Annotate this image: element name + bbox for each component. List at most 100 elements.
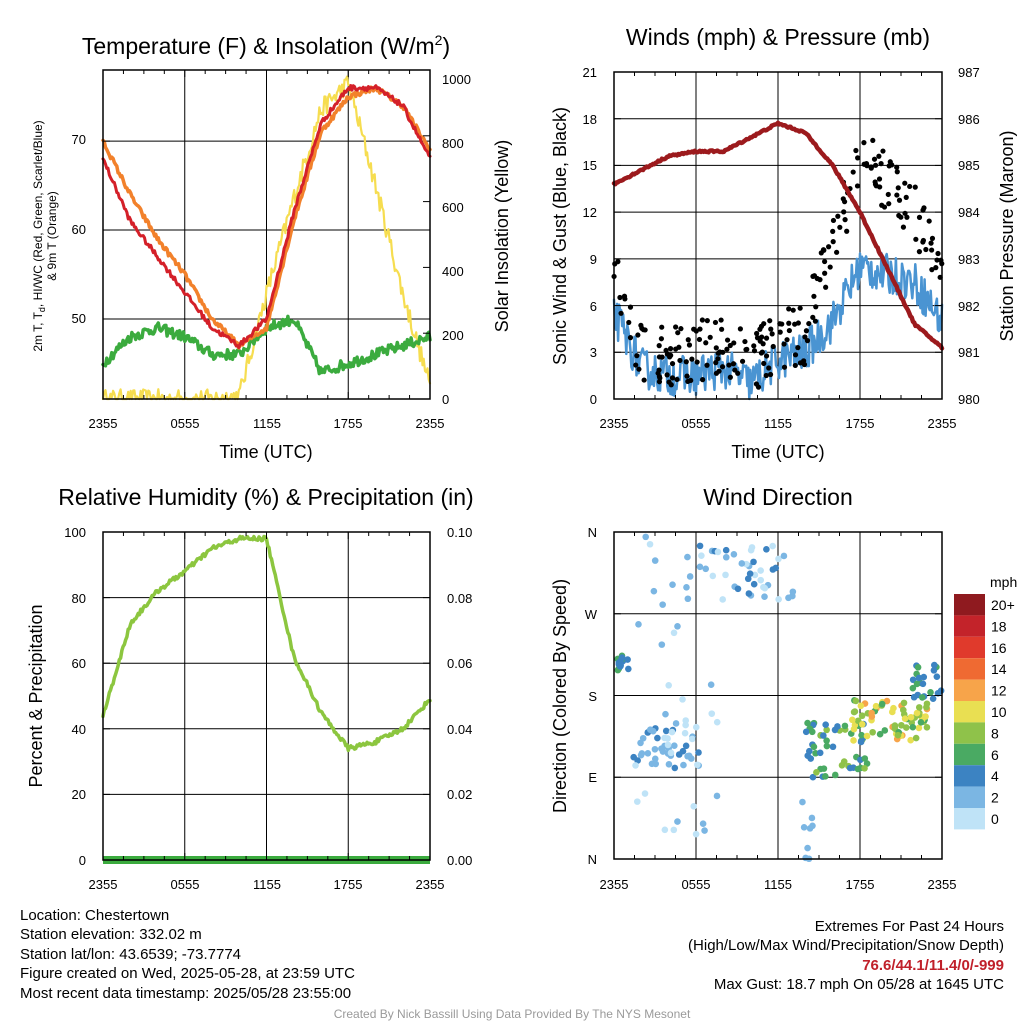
direction-point	[682, 717, 690, 724]
direction-point	[933, 673, 941, 680]
direction-point	[927, 689, 934, 696]
direction-point	[851, 708, 859, 715]
direction-point	[615, 661, 623, 668]
gust-point	[929, 267, 935, 273]
direction-point	[624, 656, 631, 663]
gust-point	[830, 217, 837, 224]
direction-point	[650, 587, 658, 595]
insolation-axis-label: Solar Insolation (Yellow)	[492, 140, 512, 332]
insolation-y-tick-label: 400	[442, 264, 464, 279]
x-tick-label: 0555	[682, 877, 711, 892]
gust-point	[896, 197, 903, 203]
gust-point	[737, 326, 743, 332]
direction-point	[652, 760, 660, 768]
gust-point	[676, 344, 682, 350]
gust-point	[633, 362, 639, 368]
direction-point	[761, 593, 768, 601]
temperature-y-tick-labels: 50 60 70	[72, 132, 86, 326]
direction-point	[642, 533, 650, 541]
gust-point	[683, 359, 689, 365]
humidity-y-tick-label: 80	[72, 591, 86, 606]
temperature-ticks	[102, 69, 431, 400]
direction-point	[869, 728, 876, 736]
station-elevation: Station elevation: 332.02 m	[20, 926, 202, 944]
colorbar-swatch	[954, 636, 985, 659]
direction-point	[775, 595, 782, 603]
direction-y-axis-label: Direction (Colored By Speed)	[550, 579, 570, 813]
gust-point	[758, 350, 765, 356]
humidity-title: Relative Humidity (%) & Precipitation (i…	[58, 484, 473, 510]
direction-point	[931, 661, 938, 669]
temp-2m-line	[101, 84, 432, 349]
gust-point	[916, 214, 923, 220]
direction-point	[646, 540, 654, 548]
x-tick-label: 1155	[764, 416, 792, 431]
pressure-y-tick-label: 985	[958, 158, 980, 173]
direction-point	[757, 576, 765, 584]
direction-point	[757, 567, 764, 574]
gust-point	[694, 359, 700, 365]
gust-point	[790, 307, 796, 313]
gust-point	[760, 341, 766, 347]
winds-y-axis-label: Sonic Wind & Gust (Blue, Black)	[550, 107, 570, 365]
gust-point	[697, 326, 703, 332]
gust-point	[797, 305, 803, 311]
gust-point	[713, 370, 720, 376]
direction-point	[841, 722, 849, 730]
gust-point	[803, 328, 810, 334]
gust-point	[887, 159, 893, 165]
gust-point	[823, 284, 829, 290]
direction-point	[714, 548, 722, 556]
direction-point	[744, 575, 752, 583]
direction-point	[898, 721, 905, 729]
direction-point	[654, 734, 661, 742]
gust-point	[902, 210, 908, 216]
gust-point	[751, 343, 757, 349]
gust-point	[763, 335, 770, 341]
gust-point	[902, 180, 908, 186]
direction-point	[690, 802, 698, 810]
direction-point	[822, 721, 829, 729]
temperature-panel: Temperature (F) & Insolation (W/m2) 50 6…	[31, 32, 512, 462]
direction-point	[680, 761, 687, 769]
gust-point	[712, 319, 719, 326]
direction-point	[917, 718, 925, 726]
direction-point	[674, 623, 681, 630]
direction-point	[883, 697, 891, 705]
gust-point	[677, 357, 683, 364]
colorbar-swatch	[954, 701, 985, 723]
x-tick-label: 1755	[334, 877, 363, 892]
x-tick-label: 2355	[416, 877, 445, 892]
direction-point	[722, 546, 730, 554]
gust-point	[804, 338, 811, 344]
gust-point	[894, 169, 900, 175]
gust-point	[903, 194, 909, 201]
direction-point	[659, 748, 667, 755]
direction-point	[665, 682, 672, 689]
direction-point	[881, 727, 889, 734]
most-recent-timestamp: Most recent data timestamp: 2025/05/28 2…	[20, 984, 352, 1002]
colorbar-label: 4	[991, 768, 999, 784]
gust-point	[696, 336, 703, 343]
direction-point	[670, 629, 678, 637]
gust-point	[797, 360, 804, 366]
direction-point	[930, 667, 938, 674]
gust-point	[656, 343, 662, 349]
x-tick-label: 1155	[253, 416, 281, 431]
gust-point	[929, 235, 936, 241]
gust-point	[659, 324, 665, 330]
winds-ticks	[613, 72, 943, 399]
colorbar-swatch	[954, 615, 985, 637]
direction-point	[808, 814, 816, 822]
gust-point	[886, 163, 892, 169]
humidity-y-tick-label: 0	[79, 853, 86, 868]
direction-point	[775, 555, 782, 563]
direction-point	[734, 585, 742, 593]
insolation-y-tick-label: 600	[442, 200, 464, 215]
direction-point	[821, 773, 829, 780]
gust-point	[767, 318, 773, 324]
temperature-y-tick-label: 70	[72, 132, 86, 147]
direction-point	[802, 728, 810, 736]
direction-point	[750, 580, 758, 588]
direction-point	[635, 621, 642, 628]
